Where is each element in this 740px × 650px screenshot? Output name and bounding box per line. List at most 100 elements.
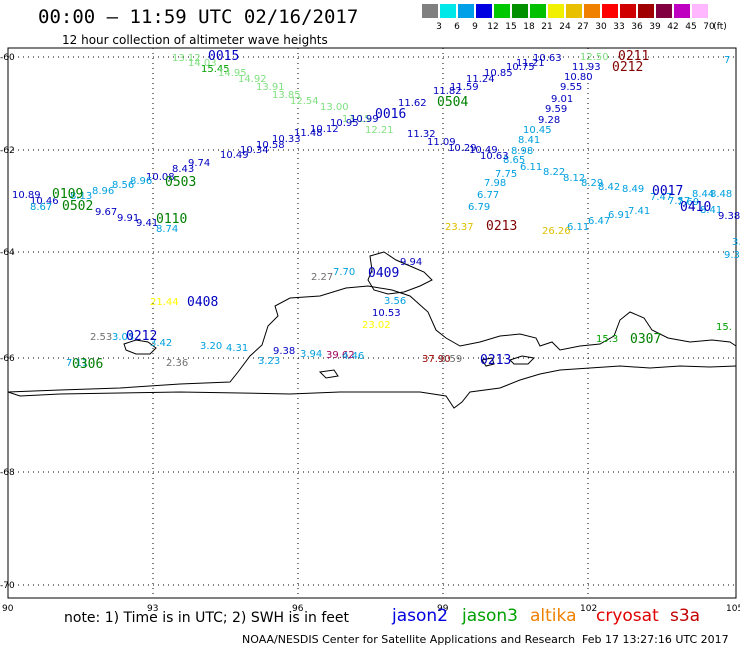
lat-label-68: -68 — [0, 468, 15, 478]
swh-value: 8.22 — [543, 167, 565, 178]
lat-label-60: -60 — [0, 53, 15, 63]
credit-line: NOAA/NESDIS Center for Satellite Applica… — [242, 633, 576, 646]
swh-value: 7.69 — [677, 197, 699, 208]
scale-swatch — [548, 4, 564, 18]
swh-value: 9.38 — [273, 346, 295, 357]
track-label: 0017 — [652, 184, 683, 199]
swh-value: 10.63 — [533, 53, 562, 64]
swh-value: 9.3 — [724, 250, 740, 261]
swh-value: 10.85 — [484, 68, 513, 79]
swh-value: 9.74 — [188, 158, 210, 169]
scale-label: 39 — [649, 22, 661, 32]
scale-swatch — [530, 4, 546, 18]
legend-cryosat: cryosat — [596, 606, 659, 626]
scale-label: 36 — [631, 22, 643, 32]
lon-label-102: 102 — [580, 604, 597, 614]
track-label: 0410 — [680, 200, 711, 215]
scale-swatch — [656, 4, 672, 18]
swh-value: 10.58 — [256, 140, 285, 151]
scale-swatch — [620, 4, 636, 18]
antarctic-coastline — [7, 251, 737, 409]
swh-value: 13.85 — [272, 90, 301, 101]
scale-swatch — [638, 4, 654, 18]
swh-value: 23.37 — [445, 222, 474, 233]
scale-swatch — [674, 4, 690, 18]
swh-value: 2.27 — [311, 272, 333, 283]
swh-value: 3.20 — [200, 341, 222, 352]
scale-swatch — [476, 4, 492, 18]
scale-label: 9 — [472, 22, 478, 32]
swh-value: 10.29 — [448, 143, 477, 154]
swh-value: 10.49 — [469, 145, 498, 156]
scale-swatch — [566, 4, 582, 18]
swh-value: 8.67 — [30, 202, 52, 213]
swh-values: 13.1214.0315.4514.9514.9213.9113.8512.54… — [12, 52, 740, 369]
track-label: 0502 — [62, 199, 93, 214]
swh-value: 11.21 — [516, 58, 545, 69]
track-label: 0211 — [618, 49, 649, 64]
swh-value: 8.42 — [598, 182, 620, 193]
generated-timestamp: Feb 17 13:27:16 UTC 2017 — [582, 633, 729, 646]
track-label: 0307 — [630, 332, 661, 347]
swh-value: 6.47 — [588, 216, 610, 227]
swh-value: 8.74 — [156, 224, 178, 235]
scale-label: 27 — [577, 22, 589, 32]
scale-label: 12 — [487, 22, 499, 32]
track-label: 0212 — [126, 329, 157, 344]
swh-value: 15.45 — [201, 64, 230, 75]
track-label: 0306 — [72, 357, 103, 372]
swh-value: 8.44 — [692, 189, 714, 200]
scale-label: (ft) — [713, 22, 727, 32]
swh-value: 11.59 — [450, 82, 479, 93]
swh-value: 13.12 — [172, 53, 201, 64]
swh-value: 11.62 — [398, 98, 427, 109]
lon-label-105: 105 — [726, 604, 740, 614]
scale-label: 42 — [667, 22, 679, 32]
swh-value: 10.45 — [523, 125, 552, 136]
swh-value: 8.13 — [70, 191, 92, 202]
swh-value: 11.32 — [407, 129, 436, 140]
swh-value: 7.57 — [668, 196, 690, 207]
swh-value: 7.41 — [628, 206, 650, 217]
track-label: 0409 — [368, 266, 399, 281]
lat-label-66: -66 — [0, 354, 15, 364]
swh-value: 6.91 — [608, 210, 630, 221]
track-label: 0015 — [208, 49, 239, 64]
lat-label-70: -70 — [0, 581, 15, 591]
swh-value: 9.59 — [545, 104, 567, 115]
lat-tick-labels: -60 -62 -64 -66 -68 -70 — [0, 53, 15, 591]
swh-value: 10.80 — [564, 72, 593, 83]
swh-value: 6.11 — [520, 162, 542, 173]
swh-value: 26.26 — [542, 226, 571, 237]
swh-value: 7.11 — [66, 358, 88, 369]
swh-value: 7.75 — [495, 169, 517, 180]
swh-value: 10.08 — [146, 172, 175, 183]
swh-value: 21.44 — [150, 297, 179, 308]
scale-label: 15 — [505, 22, 517, 32]
scale-swatch — [584, 4, 600, 18]
swh-value: 10.99 — [350, 114, 379, 125]
swh-value: 10.53 — [372, 308, 401, 319]
swh-value: 9.01 — [551, 94, 573, 105]
swh-value: 8.41 — [700, 205, 722, 216]
map-frame — [7, 47, 737, 599]
scale-swatch — [512, 4, 528, 18]
swh-value: 39.62 — [326, 350, 355, 361]
track-label: 0109 — [52, 187, 83, 202]
swh-value: 2.36 — [166, 358, 188, 369]
scale-label: 21 — [541, 22, 553, 32]
swh-value: 13.15 — [342, 114, 371, 125]
swh-value: 10.46 — [30, 196, 59, 207]
track-label: 0110 — [156, 212, 187, 227]
swh-value: 15.3 — [596, 334, 618, 345]
track-label: 0016 — [375, 107, 406, 122]
legend-altika: altika — [530, 606, 577, 626]
scale-label: 24 — [559, 22, 571, 32]
track-label: 0213 — [480, 353, 511, 368]
swh-value: 9.67 — [95, 207, 117, 218]
lon-label-99: 99 — [437, 604, 449, 614]
swh-value: 10.95 — [330, 118, 359, 129]
swh-value: 8.65 — [503, 155, 525, 166]
swh-value: 14.95 — [218, 68, 247, 79]
